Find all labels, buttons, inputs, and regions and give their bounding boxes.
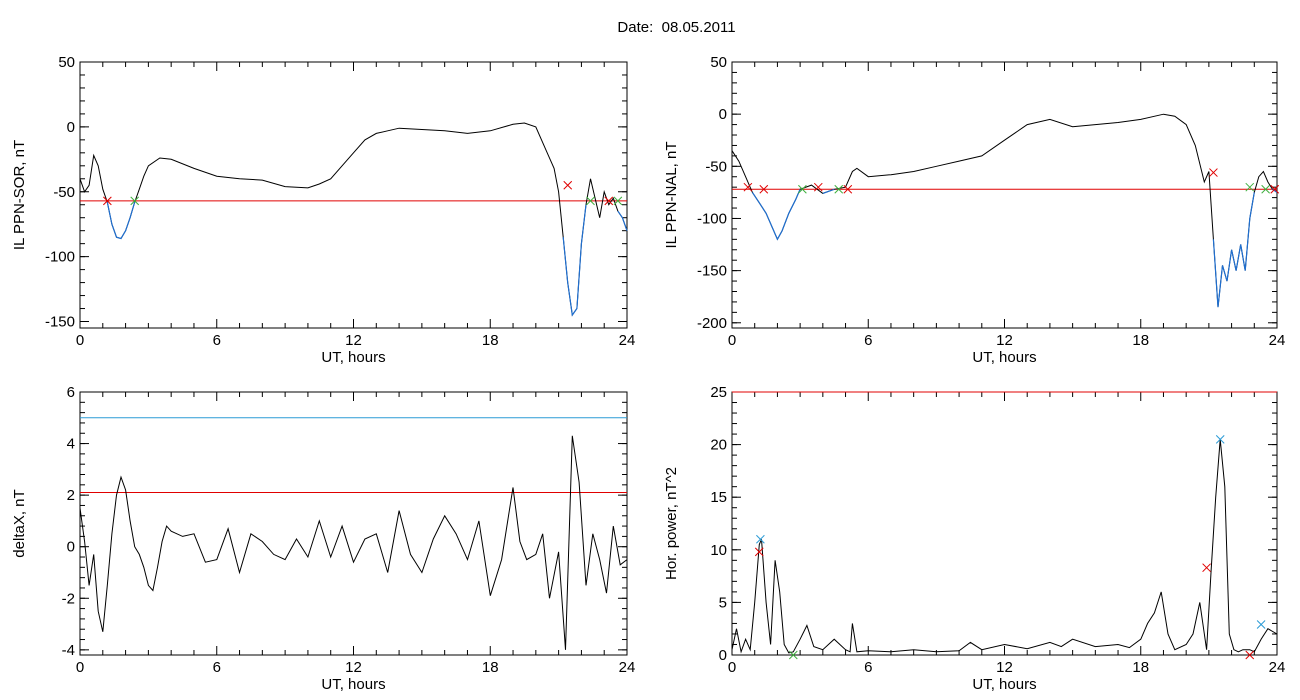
event-marker [1256, 620, 1266, 629]
event-marker [586, 196, 595, 206]
event-marker [1215, 434, 1225, 444]
y-tick-label: 0 [67, 119, 75, 136]
y-tick-label: -100 [697, 210, 727, 227]
y-tick-label: 25 [710, 384, 727, 401]
y-tick-label: -200 [697, 315, 727, 332]
below-threshold-segment [617, 210, 628, 231]
y-tick-label: 5 [719, 594, 727, 611]
event-marker [1270, 184, 1280, 194]
event-marker [130, 196, 140, 206]
plot-frame [731, 391, 1278, 656]
page-title: Date: 08.05.2011 [617, 19, 736, 36]
event-marker [613, 196, 623, 206]
y-tick-label: 20 [710, 437, 727, 454]
event-marker [788, 650, 798, 660]
x-tick-label: 6 [864, 332, 872, 349]
event-marker [813, 182, 823, 192]
event-marker [834, 184, 844, 194]
x-tick-label: 24 [1269, 332, 1286, 349]
chart-panel-1: 0 6 12 18 24 -150 -100 -50 0 50 UT, hours IL PPN-SO… [11, 54, 635, 366]
x-tick-label: 18 [1132, 659, 1149, 676]
y-tick-label: -4 [62, 642, 75, 659]
event-marker [1245, 182, 1255, 192]
x-tick-label: 0 [728, 659, 736, 676]
x-tick-label: 0 [76, 659, 84, 676]
series-line [731, 113, 1278, 308]
y-tick-label: -100 [45, 249, 75, 266]
event-marker [1261, 184, 1270, 194]
x-tick-label: 6 [213, 332, 221, 349]
below-threshold-segment [1272, 188, 1278, 193]
plot-frame [79, 61, 628, 329]
y-tick-label: 50 [58, 54, 75, 71]
y-tick-label: 10 [710, 542, 727, 559]
event-marker [754, 547, 764, 557]
event-marker [798, 184, 807, 194]
event-marker [843, 184, 853, 194]
plot-frame [731, 61, 1278, 329]
y-tick-label: 2 [67, 487, 75, 504]
below-threshold-segment [1212, 192, 1255, 308]
event-marker [1245, 650, 1255, 660]
x-tick-label: 12 [996, 659, 1013, 676]
event-marker [563, 180, 573, 190]
plot-frame [79, 391, 628, 656]
y-tick-label: -150 [697, 263, 727, 280]
event-marker [759, 184, 769, 194]
y-tick-label: 0 [719, 647, 727, 664]
x-axis-label: UT, hours [972, 349, 1036, 366]
y-tick-label: 6 [67, 384, 75, 401]
y-tick-label: -50 [53, 184, 75, 201]
y-tick-label: -50 [705, 158, 727, 175]
x-tick-label: 24 [619, 659, 636, 676]
x-tick-label: 24 [1269, 659, 1286, 676]
event-marker [756, 534, 765, 544]
x-tick-label: 6 [864, 659, 872, 676]
below-threshold-segment [562, 204, 587, 317]
chart-panel-4: 0 6 12 18 24 0 5 10 15 20 25 UT, hours Hor. power, n… [663, 384, 1285, 693]
y-tick-label: 0 [67, 539, 75, 556]
x-axis-label: UT, hours [321, 676, 385, 693]
y-axis-label: Hor. power, nT^2 [663, 467, 680, 580]
y-tick-label: 15 [710, 489, 727, 506]
y-axis-label: deltaX, nT [11, 489, 28, 557]
y-tick-label: 50 [710, 54, 727, 71]
x-tick-label: 18 [482, 332, 499, 349]
y-axis-label: IL PPN-SOR, nT [11, 140, 28, 250]
event-marker [1209, 168, 1218, 177]
x-tick-label: 12 [345, 659, 362, 676]
below-threshold-segment [106, 201, 136, 240]
event-marker [1202, 563, 1211, 573]
below-threshold-segment [822, 188, 835, 194]
event-marker [102, 196, 112, 206]
x-tick-label: 6 [213, 659, 221, 676]
x-axis-label: UT, hours [972, 676, 1036, 693]
event-marker [604, 196, 614, 206]
x-tick-label: 12 [345, 332, 362, 349]
y-tick-label: 4 [67, 436, 75, 453]
y-tick-label: 0 [719, 106, 727, 123]
x-tick-label: 12 [996, 332, 1013, 349]
y-axis-label: IL PPN-NAL, nT [663, 142, 680, 249]
series-line [79, 435, 628, 650]
x-tick-label: 18 [482, 659, 499, 676]
y-tick-label: -2 [62, 590, 75, 607]
series-line [79, 122, 628, 317]
x-tick-label: 0 [76, 332, 84, 349]
x-axis-label: UT, hours [321, 349, 385, 366]
series-line [731, 439, 1278, 654]
below-threshold-segment [751, 189, 801, 241]
event-marker [743, 182, 753, 192]
chart-panel-2: 0 6 12 18 24 -200 -150 -100 -50 0 50 UT, hours IL PP… [663, 54, 1285, 366]
x-tick-label: 0 [728, 332, 736, 349]
x-tick-label: 18 [1132, 332, 1149, 349]
y-tick-label: -150 [45, 314, 75, 331]
x-tick-label: 24 [619, 332, 636, 349]
